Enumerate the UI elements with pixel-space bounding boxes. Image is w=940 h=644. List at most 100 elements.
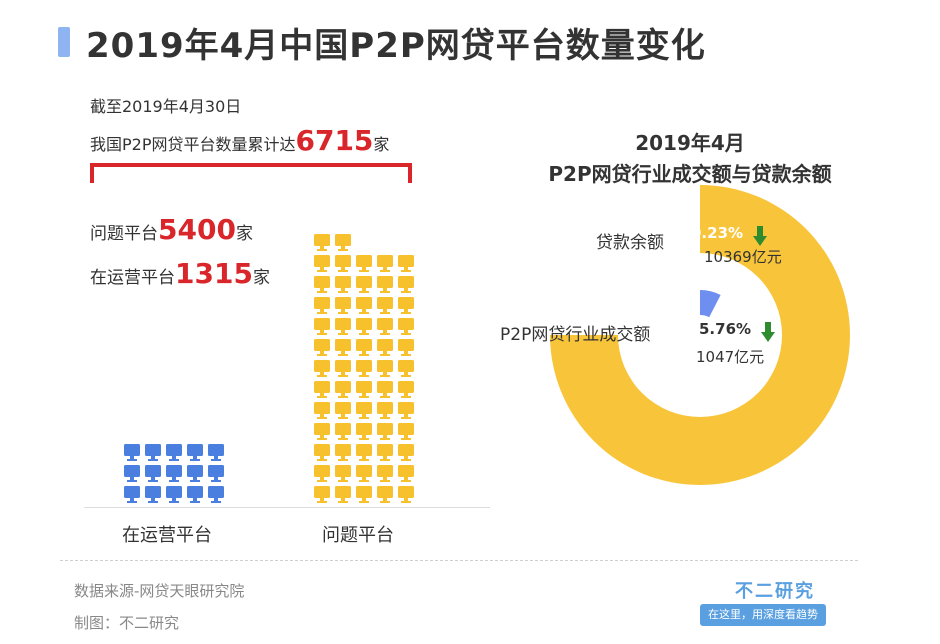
trade-change-pct: 5.76% [699,320,752,338]
monitor-icon [377,339,393,356]
operating-unit: 家 [252,268,270,288]
monitor-icon [377,276,393,293]
donut-title-line2: P2P网贷行业成交额与贷款余额 [548,162,832,186]
monitor-icon [377,255,393,272]
monitor-icon [398,381,414,398]
monitor-icon [314,318,330,335]
problem-value: 5400 [158,213,236,246]
monitor-icon [377,444,393,461]
monitor-icon [377,297,393,314]
total-value: 6715 [295,124,374,157]
monitor-icon [314,402,330,419]
monitor-icon [166,486,182,503]
category-label-problem: 问题平台 [322,525,394,546]
monitor-icon [335,255,351,272]
monitor-icon [335,360,351,377]
date-line: 截至2019年4月30日 [90,97,242,116]
monitor-icon [398,297,414,314]
monitor-icon [356,255,372,272]
monitor-icon [166,444,182,461]
monitor-icon [356,297,372,314]
monitor-icon [314,339,330,356]
monitor-icon [398,276,414,293]
problem-legend: 问题平台5400家 [90,213,253,246]
maker-note: 制图：不二研究 [74,614,180,632]
operating-legend: 在运营平台1315家 [90,257,270,290]
pictogram-column-1 [314,234,414,503]
monitor-icon [145,444,161,461]
monitor-icon [398,423,414,440]
monitor-icon [314,381,330,398]
monitor-icon [356,402,372,419]
monitor-icon [356,423,372,440]
monitor-icon [145,486,161,503]
monitor-icon [314,444,330,461]
loan-label: 贷款余额 [596,233,664,253]
monitor-icon [335,381,351,398]
trade-label: P2P网贷行业成交额 [500,325,651,345]
monitor-icon [377,381,393,398]
monitor-icon [335,276,351,293]
monitor-icon [377,360,393,377]
category-label-operating: 在运营平台 [122,525,212,546]
monitor-icon [335,234,351,251]
monitor-icon [377,402,393,419]
monitor-icon [124,486,140,503]
monitor-icon [398,360,414,377]
monitor-icon [398,486,414,503]
monitor-icon [314,276,330,293]
monitor-icon [356,360,372,377]
donut-title-line1: 2019年4月 [635,131,745,155]
monitor-icon [335,465,351,482]
monitor-icon [208,444,224,461]
monitor-icon [314,297,330,314]
donut-slice-0 [550,185,850,485]
monitor-icon [398,339,414,356]
monitor-icon [356,339,372,356]
loan-down-arrow-icon [753,226,767,246]
brand-logo: 不二研究 [735,581,815,602]
monitor-icon [314,234,330,251]
monitor-icon [377,486,393,503]
brand-slogan: 在这里，用深度看趋势 [700,604,826,626]
monitor-icon [145,465,161,482]
monitor-icon [377,465,393,482]
monitor-icon [335,318,351,335]
monitor-icon [314,360,330,377]
page-title: 2019年4月中国P2P网贷平台数量变化 [86,26,706,66]
loan-amount: 10369亿元 [704,248,782,266]
total-unit: 家 [373,135,390,154]
problem-prefix: 问题平台 [90,224,158,244]
total-line: 我国P2P网贷平台数量累计达6715家 [90,124,389,157]
monitor-icon [356,318,372,335]
monitor-icon [335,423,351,440]
monitor-icon [398,444,414,461]
monitor-icon [335,444,351,461]
monitor-icon [187,486,203,503]
monitor-icon [187,465,203,482]
monitor-icon [124,444,140,461]
monitor-icon [356,381,372,398]
monitor-icon [377,423,393,440]
monitor-icon [398,465,414,482]
trade-down-arrow-icon [761,322,775,342]
monitor-icon [398,318,414,335]
title-accent-bar [58,27,70,57]
monitor-icon [398,255,414,272]
monitor-icon [208,465,224,482]
monitor-icon [356,444,372,461]
monitor-icon [335,486,351,503]
monitor-icon [335,297,351,314]
monitor-icon [314,423,330,440]
monitor-icon [356,486,372,503]
loan-change-pct: 0.23% [691,224,744,242]
monitor-icon [377,318,393,335]
operating-value: 1315 [175,257,253,290]
monitor-icon [187,444,203,461]
monitor-icon [314,486,330,503]
monitor-icon [356,465,372,482]
operating-prefix: 在运营平台 [90,268,175,288]
total-prefix: 我国P2P网贷平台数量累计达 [90,135,296,154]
monitor-icon [356,276,372,293]
